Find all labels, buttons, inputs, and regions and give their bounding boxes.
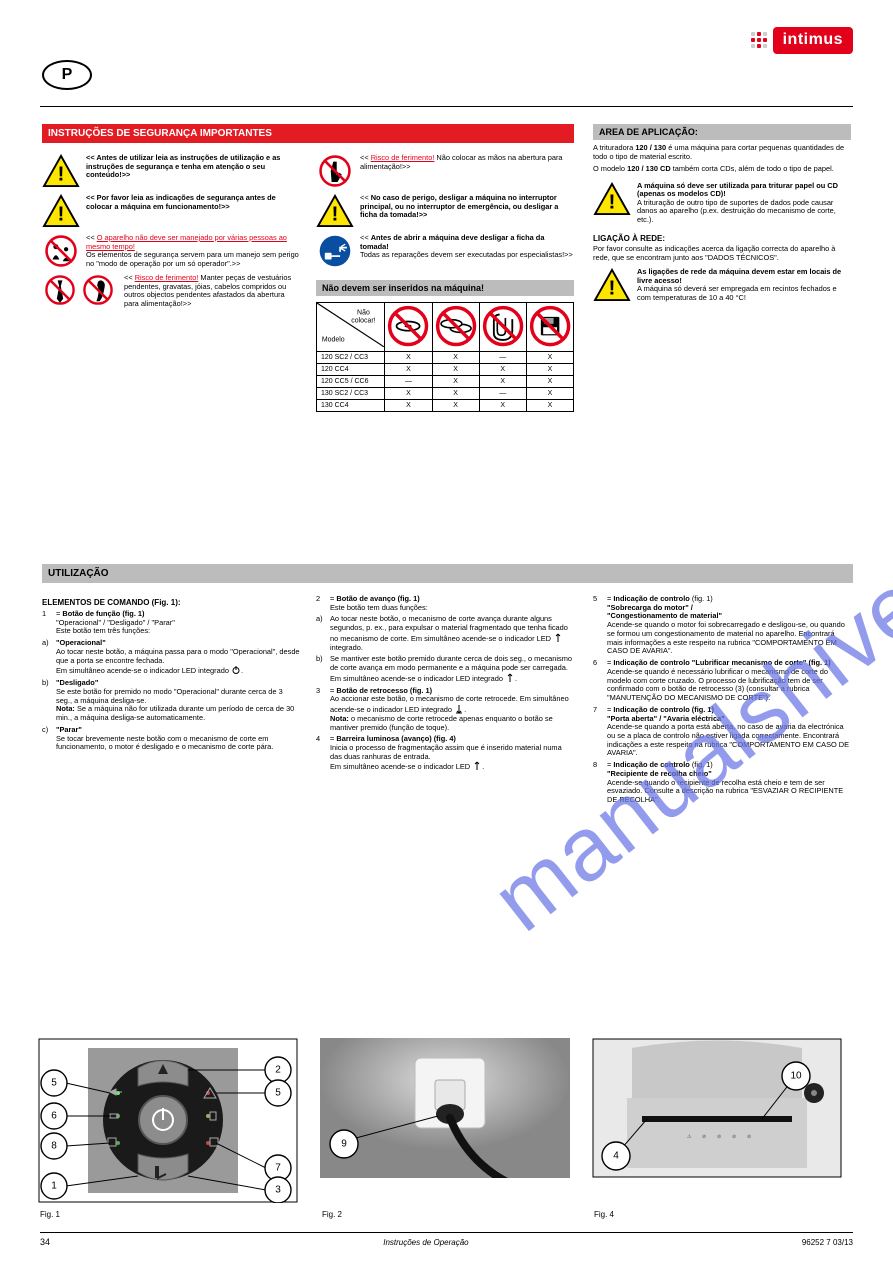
item-1b: b)"Desligado"Se este botão for premido n…	[42, 679, 300, 723]
fig4-label: Fig. 4	[594, 1210, 614, 1219]
svg-text:⊘: ⊘	[732, 1134, 736, 1140]
brand-logo: intimus	[751, 26, 853, 54]
item-3: 3= Botão de retrocesso (fig. 1)Ao accion…	[316, 687, 574, 733]
warning-triangle-icon: !	[593, 182, 631, 216]
controls-col2: 2= Botão de avanço (fig. 1)Este botão te…	[316, 592, 574, 772]
figure-1: Fig. 1	[38, 1038, 298, 1203]
mains-text: Por favor consulte as indicações acerca …	[593, 245, 851, 262]
item-2a: a)Ao tocar neste botão, o mecanismo de c…	[316, 615, 574, 652]
svg-text:4: 4	[613, 1151, 619, 1162]
mains-warn: ! As ligações de rede da máquina devem e…	[593, 268, 851, 302]
no-clip-icon	[479, 303, 526, 352]
logo-dots	[751, 32, 767, 48]
fig2-label: Fig. 2	[322, 1210, 342, 1219]
item-1a: a)"Operacional"Ao tocar neste botão, a m…	[42, 639, 300, 676]
figure-2: Fig. 2 9	[320, 1038, 570, 1203]
no-tie-icon	[42, 274, 78, 306]
svg-text:8: 8	[51, 1141, 57, 1152]
warning-triangle-icon: !	[42, 194, 80, 228]
svg-text:⊘: ⊘	[717, 1134, 721, 1140]
safety-text-off: << No caso de perigo, desligar a máquina…	[360, 194, 574, 220]
safety-text-loose: << Risco de ferimento! Manter peças de v…	[124, 274, 300, 308]
svg-text:2: 2	[275, 1065, 281, 1076]
svg-text:!: !	[609, 277, 616, 300]
footer: 34 Instruções de Operação 96252 7 03/13	[40, 1232, 853, 1247]
doc-id: 96252 7 03/13	[802, 1238, 853, 1247]
safety-row-pre: ! << Por favor leia as indicações de seg…	[42, 194, 300, 228]
item-1: 1= Botão de função (fig. 1)"Operacional"…	[42, 610, 300, 636]
safety-row-off: ! << No caso de perigo, desligar a máqui…	[316, 194, 574, 228]
item-2b: b)Se mantiver este botão premido durante…	[316, 655, 574, 683]
controls-col1: ELEMENTOS DE COMANDO (Fig. 1): 1= Botão …	[42, 592, 300, 752]
safety-text-hand: << Risco de ferimento! Não colocar as mã…	[360, 154, 574, 171]
header-rule	[40, 106, 853, 107]
scope-warn: ! A máquina só deve ser utilizada para t…	[593, 182, 851, 225]
unplug-icon	[316, 234, 354, 268]
svg-text:!: !	[332, 202, 339, 225]
svg-text:!: !	[58, 162, 65, 185]
item-1c: c)"Parar"Se tocar brevemente neste botão…	[42, 726, 300, 752]
scope-warn-text: A máquina só deve ser utilizada para tri…	[637, 182, 851, 225]
feed-header: Não devem ser inseridos na máquina!	[316, 280, 574, 296]
svg-text:Não: Não	[357, 310, 370, 317]
item-8: 8= Indicação de controlo (fig. 1)"Recipi…	[593, 761, 851, 805]
logo-text: intimus	[773, 27, 853, 54]
no-multi-user-icon	[42, 234, 80, 268]
svg-text:1: 1	[51, 1181, 57, 1192]
feed-table: Não colocar! Modelo 120 SC2 / CC3XX—X120…	[316, 302, 574, 412]
scope-p2: O modelo 120 / 130 CD também corta CDs, …	[593, 165, 851, 174]
svg-text:6: 6	[51, 1111, 57, 1122]
mains-warn-text: As ligações de rede da máquina devem est…	[637, 268, 851, 302]
svg-text:⚠: ⚠	[687, 1134, 692, 1140]
svg-text:colocar!: colocar!	[351, 318, 375, 325]
scope-header: AREA DE APLICAÇÃO:	[593, 124, 851, 140]
item-5: 5= Indicação de controlo (fig. 1)"Sobrec…	[593, 595, 851, 656]
item-2: 2= Botão de avanço (fig. 1)Este botão te…	[316, 595, 574, 612]
footer-title: Instruções de Operação	[383, 1238, 468, 1247]
svg-text:!: !	[58, 202, 65, 225]
no-hand-icon	[316, 154, 354, 188]
item-4: 4= Barreira luminosa (avanço) (fig. 4)In…	[316, 735, 574, 772]
no-dvd-icon	[385, 303, 432, 352]
safety-row-loose: << Risco de ferimento! Manter peças de v…	[42, 274, 300, 308]
controls-col3: 5= Indicação de controlo (fig. 1)"Sobrec…	[593, 592, 851, 805]
svg-text:5: 5	[275, 1088, 281, 1099]
page-number: 34	[40, 1237, 50, 1247]
no-hair-icon	[80, 274, 116, 306]
svg-text:!: !	[609, 190, 616, 213]
no-cd-icon	[432, 303, 479, 352]
safety-row-read: ! << Antes de utilizar leia as instruçõe…	[42, 154, 300, 188]
item-7: 7= Indicação de controlo (fig. 1)"Porta …	[593, 706, 851, 758]
safety-row-plug: << Antes de abrir a máquina deve desliga…	[316, 234, 574, 268]
warning-triangle-icon: !	[593, 268, 631, 302]
safety-text-pre: << Por favor leia as indicações de segur…	[86, 194, 300, 211]
svg-text:⊘: ⊘	[702, 1134, 706, 1140]
safety-text-multiuser: << O aparelho não deve ser manejado por …	[86, 234, 300, 268]
svg-text:Modelo: Modelo	[322, 336, 345, 343]
controls-header: UTILIZAÇÃO	[42, 564, 853, 583]
figure-4: Fig. 4 ⚠⊘⊘⊘⊘ 4 10	[592, 1038, 842, 1203]
svg-text:7: 7	[275, 1163, 281, 1174]
safety-header: INSTRUÇÕES DE SEGURANÇA IMPORTANTES	[42, 124, 574, 143]
safety-row-multiuser: << O aparelho não deve ser manejado por …	[42, 234, 300, 268]
svg-text:5: 5	[51, 1078, 57, 1089]
language-badge: P	[42, 60, 92, 90]
warning-triangle-icon: !	[316, 194, 354, 228]
svg-text:10: 10	[790, 1071, 802, 1082]
fig1-label: Fig. 1	[40, 1210, 60, 1219]
item-6: 6= Indicação de controlo "Lubrificar mec…	[593, 659, 851, 703]
svg-text:3: 3	[275, 1185, 281, 1196]
scope-p1: A trituradora 120 / 130 é uma máquina pa…	[593, 144, 851, 161]
mains-heading: LIGAÇÃO À REDE:	[593, 234, 851, 243]
svg-text:9: 9	[341, 1139, 347, 1150]
no-floppy-icon	[526, 303, 573, 352]
safety-text-plug: << Antes de abrir a máquina deve desliga…	[360, 234, 574, 260]
safety-row-hand: << Risco de ferimento! Não colocar as mã…	[316, 154, 574, 188]
feed-diag-cell: Não colocar! Modelo	[317, 303, 385, 352]
warning-triangle-icon: !	[42, 154, 80, 188]
svg-text:⊘: ⊘	[747, 1134, 751, 1140]
safety-text-read: << Antes de utilizar leia as instruções …	[86, 154, 300, 180]
elements-heading: ELEMENTOS DE COMANDO (Fig. 1):	[42, 598, 300, 607]
